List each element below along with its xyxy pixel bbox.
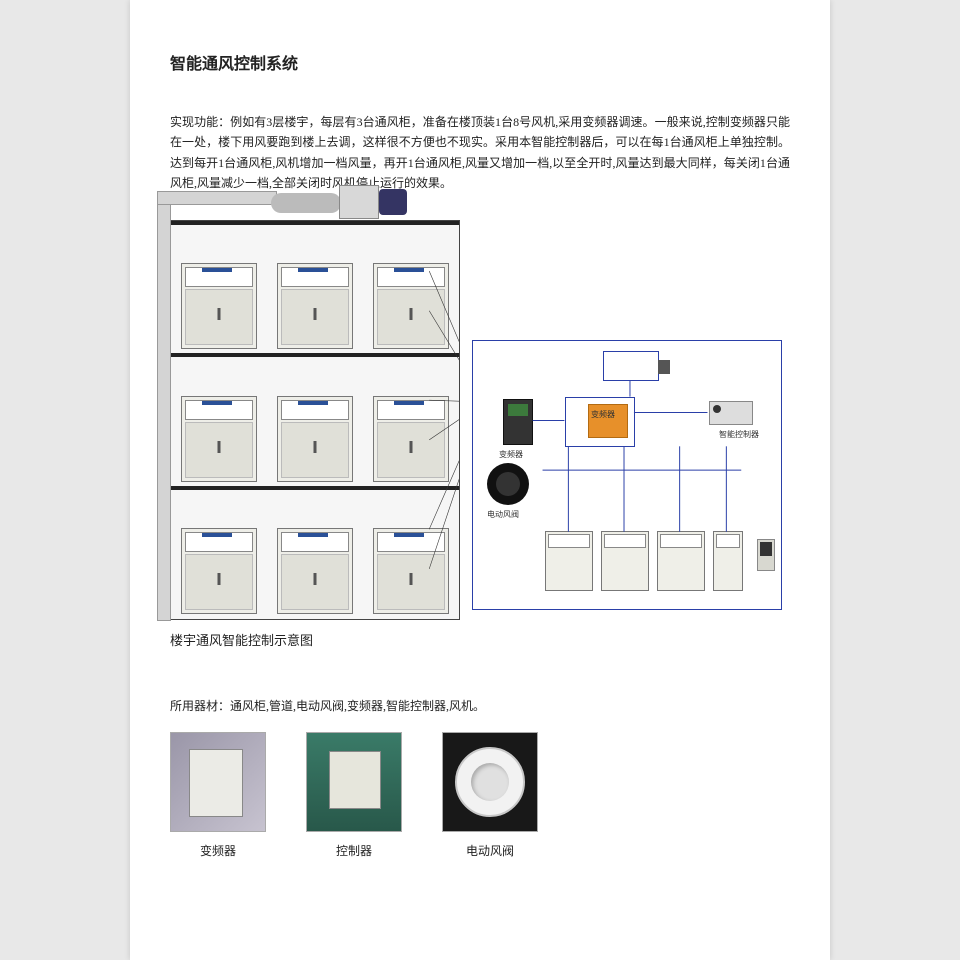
diagram-caption: 楼宇通风智能控制示意图	[170, 630, 790, 649]
equipment-list: 所用器材：通风柜,管道,电动风阀,变频器,智能控制器,风机。	[170, 697, 790, 714]
photo-controller	[306, 732, 402, 832]
floor-1	[171, 486, 459, 619]
vertical-pipe	[157, 191, 171, 621]
schematic-diagram: 变频器 变频器 智能控制器 电动风阀	[472, 340, 782, 610]
diagram-row: 每个开关都能独立控制风机 每开一台增加一档风量 变频器 变频器 智能控制器 电动…	[170, 220, 790, 620]
horizontal-pipe	[157, 191, 277, 205]
document-page: 智能通风控制系统 实现功能：例如有3层楼宇，每层有3台通风柜，准备在楼顶装1台8…	[130, 0, 830, 960]
fume-cabinet	[277, 263, 353, 349]
schematic-wires	[473, 341, 781, 609]
photo-item-controller: 控制器	[306, 732, 402, 859]
fume-cabinet	[181, 396, 257, 482]
fume-cabinet	[373, 263, 449, 349]
fume-cabinet	[277, 396, 353, 482]
description-paragraph: 实现功能：例如有3层楼宇，每层有3台通风柜，准备在楼顶装1台8号风机,采用变频器…	[170, 112, 790, 194]
rooftop-fan	[271, 183, 401, 221]
fume-cabinet	[373, 396, 449, 482]
floor-3	[171, 221, 459, 354]
fume-cabinet	[373, 528, 449, 614]
building-diagram: 每个开关都能独立控制风机 每开一台增加一档风量	[170, 220, 460, 620]
floor-2	[171, 353, 459, 486]
page-title: 智能通风控制系统	[170, 50, 790, 74]
equipment-photos: 变频器 控制器 电动风阀	[170, 732, 790, 859]
photo-vfd	[170, 732, 266, 832]
photo-item-damper: 电动风阀	[442, 732, 538, 859]
photo-damper	[442, 732, 538, 832]
photo-label: 电动风阀	[442, 842, 538, 859]
photo-label: 变频器	[170, 842, 266, 859]
fume-cabinet	[277, 528, 353, 614]
fume-cabinet	[181, 528, 257, 614]
fume-cabinet	[181, 263, 257, 349]
photo-item-vfd: 变频器	[170, 732, 266, 859]
photo-label: 控制器	[306, 842, 402, 859]
